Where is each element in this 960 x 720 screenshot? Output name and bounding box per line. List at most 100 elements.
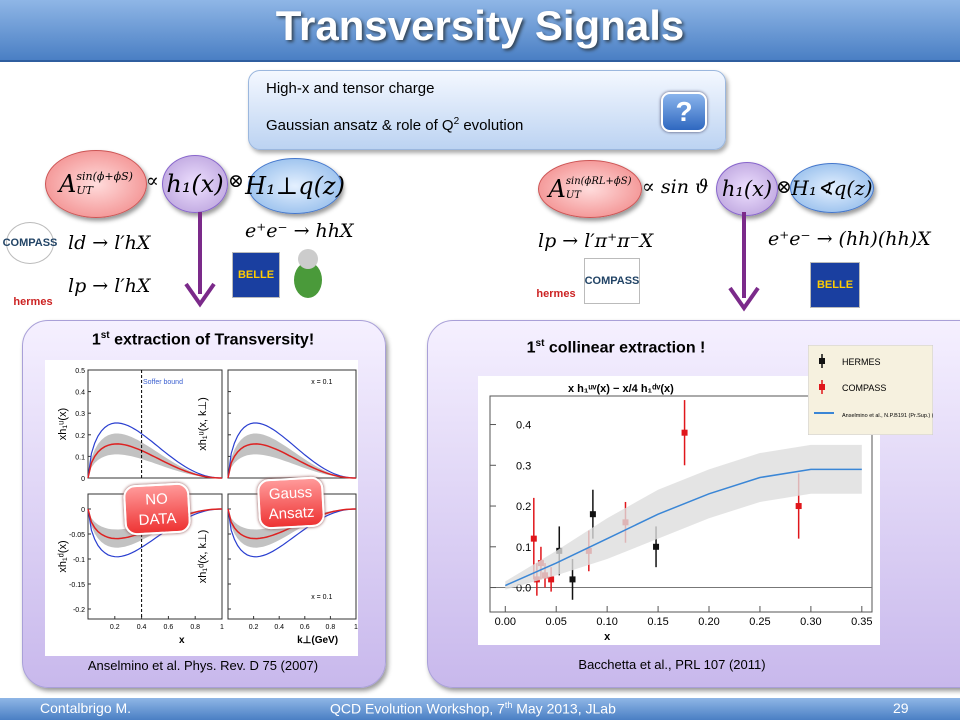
curve <box>87 422 223 479</box>
curve <box>87 508 223 558</box>
left-figure: 0 0.1 0.2 0.3 0.4 0.5 xh₁ᵘ(x) Soffer bound xh₁ᵘ(… <box>45 360 358 656</box>
reaction: lp → l′π⁺π⁻X <box>538 230 654 252</box>
tick-label: 0.0 <box>516 583 531 595</box>
logo: COMPASS <box>584 258 640 304</box>
ordinal: 1 <box>91 331 101 349</box>
reaction: lp → l′hX <box>68 275 151 297</box>
reaction: e⁺e⁻ → hhX <box>245 220 354 242</box>
footer-event: QCD Evolution Workshop, 7th May 2013, JL… <box>330 700 616 717</box>
question-button[interactable]: ? <box>661 92 707 132</box>
point <box>681 429 688 436</box>
proportional: ∝ <box>146 170 159 192</box>
curve <box>504 468 862 587</box>
caption: Bacchetta et al., PRL 107 (2011) <box>578 657 766 672</box>
arrow <box>728 212 760 312</box>
point <box>530 535 537 542</box>
bubble-line: Ansatz <box>268 503 315 524</box>
topic: High-x and tensor charge <box>266 80 435 97</box>
sup: sin(ϕRL+ϕS) <box>565 176 632 187</box>
title-text: extraction of Transversity! <box>109 331 315 349</box>
tick-label: -0.2 <box>73 607 85 614</box>
point <box>569 576 576 583</box>
title-text: collinear extraction ! <box>544 339 706 357</box>
axis-label: xh₁ᵘ(x, k⊥) <box>197 397 209 451</box>
transversity: h₁(x) <box>716 162 778 216</box>
convolution: ⊗ <box>776 176 792 198</box>
tick-label: 0.5 <box>75 368 85 375</box>
title-bar <box>0 0 960 62</box>
sub: UT <box>565 190 581 201</box>
event-text: May 2013, JLab <box>512 700 616 717</box>
tick-label: 0.2 <box>516 501 531 513</box>
legend-swatch <box>819 384 825 390</box>
logo: BELLE <box>232 252 280 298</box>
bubble: NO DATA <box>122 482 192 536</box>
mascot <box>294 249 322 298</box>
ordinal-sup: st <box>535 338 545 349</box>
ordinal-sup: st <box>100 330 110 341</box>
sub: UT <box>76 184 93 197</box>
bubble: Gauss Ansatz <box>256 476 326 530</box>
event-text: QCD Evolution Workshop, 7 <box>330 700 505 717</box>
tick-label: 0.1 <box>75 454 85 461</box>
tick-label: 0.3 <box>516 460 531 472</box>
tick-label: 0.15 <box>647 616 668 628</box>
tick-label: 0.2 <box>249 624 259 631</box>
point <box>795 503 802 510</box>
panel-title: 1st extraction of Transversity! <box>22 330 384 349</box>
tick-label: 0.10 <box>596 616 617 628</box>
bubble-line: DATA <box>138 510 177 529</box>
frame <box>87 369 223 479</box>
tick-label: 0.6 <box>300 624 310 631</box>
event-sup: th <box>504 700 513 710</box>
tick-label: 0.00 <box>495 616 516 628</box>
legend-label: COMPASS <box>842 383 886 393</box>
annotation: x = 0.1 <box>311 594 332 601</box>
transversity: h₁(x) <box>162 155 228 213</box>
frame <box>489 395 873 613</box>
curve <box>87 443 222 479</box>
indices: sin(ϕ+ϕS) UT <box>76 170 133 198</box>
tick-label: 0 <box>81 476 85 483</box>
axis-label: xh₁ᵈ(x, k⊥) <box>197 530 209 584</box>
tick-label: 0.30 <box>800 616 821 628</box>
topic-sup: 2 <box>453 116 460 127</box>
page-number: 29 <box>893 700 909 716</box>
tick-label: 1 <box>220 624 224 631</box>
tick-label: -0.1 <box>73 557 85 564</box>
slide-title: Transversity Signals <box>275 2 685 49</box>
logo: hermes <box>13 296 53 308</box>
tick-label: 0.2 <box>75 433 85 440</box>
tick-label: 0.6 <box>164 624 174 631</box>
legend-swatch <box>819 358 825 364</box>
caption: Anselmino et al. Phys. Rev. D 75 (2007) <box>87 658 319 673</box>
convolution: ⊗ <box>228 170 244 192</box>
tick-label: 0.8 <box>326 624 336 631</box>
topic: Gaussian ansatz & role of Q2 evolution <box>266 116 523 134</box>
tick-label: 0.8 <box>190 624 200 631</box>
tick-label: 0.2 <box>110 624 120 631</box>
legend-label: HERMES <box>842 357 881 367</box>
topic-text: Gaussian ansatz & role of Q <box>266 117 454 134</box>
logo: COMPASS <box>3 222 57 264</box>
tick-label: 1 <box>354 624 358 631</box>
footer-author: Contalbrigo M. <box>40 700 132 716</box>
topics-box: High-x and tensor charge Gaussian ansatz… <box>248 70 726 150</box>
reaction: e⁺e⁻ → (hh)(hh)X <box>768 228 931 250</box>
tick-label: 0.05 <box>546 616 567 628</box>
dihadron-ff: H₁∢q(z) <box>790 163 874 213</box>
axis-label: xh₁ᵈ(x) <box>57 540 69 572</box>
symbol: A <box>548 175 566 203</box>
panel-title: 1st collinear extraction ! <box>430 338 802 357</box>
logo: hermes <box>536 288 576 300</box>
tick-label: 0.4 <box>75 390 85 397</box>
tick-label: 0.3 <box>75 411 85 418</box>
tick-label: -0.05 <box>69 532 85 539</box>
tick-label: 0.1 <box>516 542 531 554</box>
plot-title: x h₁ᵘᵛ(x) − x/4 h₁ᵈᵛ(x) <box>568 383 674 395</box>
indices: sin(ϕRL+ϕS) UT <box>566 175 632 203</box>
legend-label: Anselmino et al., N.P.B191 (Pr.Sup.) (09… <box>842 413 933 419</box>
